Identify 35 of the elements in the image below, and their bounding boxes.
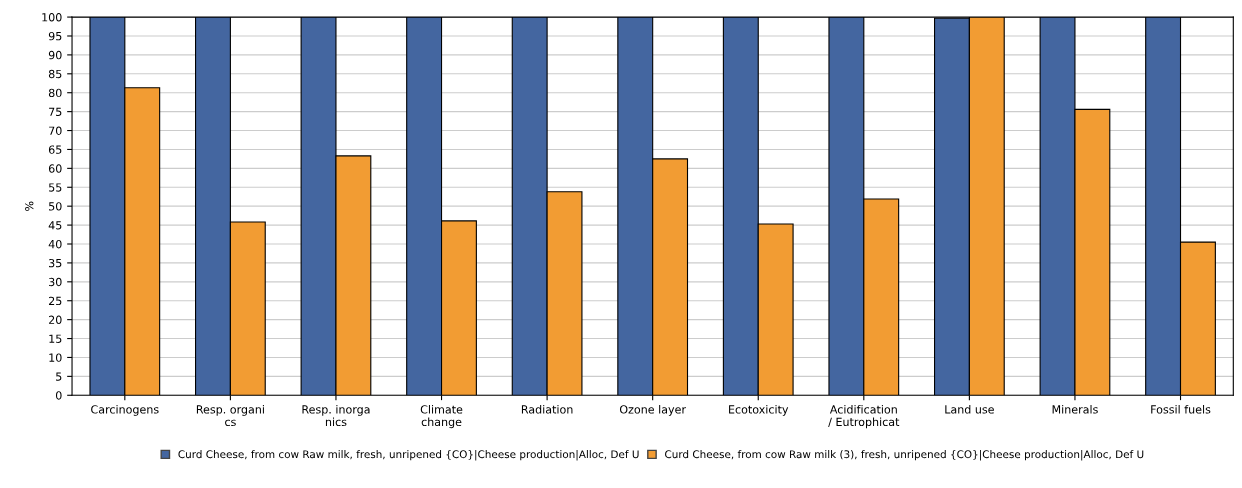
x-tick-label: Land use	[945, 405, 994, 414]
x-tick-label: Climate change	[420, 405, 463, 429]
x-tick-label: Carcinogens	[91, 405, 159, 416]
y-tick-label: 85	[48, 69, 62, 79]
y-tick-label: 25	[48, 296, 62, 306]
y-tick-label: 90	[48, 50, 62, 60]
x-tick-label: Resp. organi cs	[196, 405, 264, 427]
y-tick-label: 80	[48, 88, 62, 98]
y-tick-label: 30	[49, 277, 62, 287]
y-tick-label: 45	[48, 221, 62, 230]
y-tick-label: 55	[49, 183, 62, 192]
y-tick-label: 15	[49, 334, 62, 343]
y-tick-label: 70	[49, 126, 62, 135]
y-tick-label: 75	[49, 107, 62, 117]
y-tick-label: 100	[42, 13, 62, 22]
y-axis-title: %	[24, 201, 34, 211]
legend-label: Curd Cheese, from cow Raw milk (3), fresh, unripened {CO}|Cheese production|Alloc, Def U	[665, 450, 1144, 461]
x-tick-label: Ozone layer	[619, 405, 686, 416]
x-tick-label: Radiation	[521, 405, 573, 414]
x-tick-label: Resp. inorga nics	[302, 405, 370, 427]
y-tick-label: 20	[48, 315, 62, 325]
y-tick-label: 65	[48, 145, 62, 154]
legend-label: Curd Cheese, from cow Raw milk, fresh, unripened {CO}|Cheese production|Alloc, Def U	[178, 450, 639, 461]
x-tick-label: Fossil fuels	[1151, 405, 1211, 414]
y-tick-label: 60	[48, 164, 62, 173]
y-tick-label: 95	[48, 31, 62, 41]
x-tick-label: Ecotoxicity	[729, 405, 789, 416]
y-tick-label: 50	[49, 202, 62, 211]
y-tick-label: 10	[49, 353, 62, 362]
x-tick-label: Acidification / Eutrophicat	[828, 405, 900, 429]
y-tick-label: 40	[48, 239, 62, 249]
y-tick-label: 5	[56, 372, 62, 381]
x-tick-label: Minerals	[1052, 405, 1098, 414]
y-tick-label: 0	[55, 391, 62, 400]
y-tick-label: 35	[49, 258, 62, 268]
